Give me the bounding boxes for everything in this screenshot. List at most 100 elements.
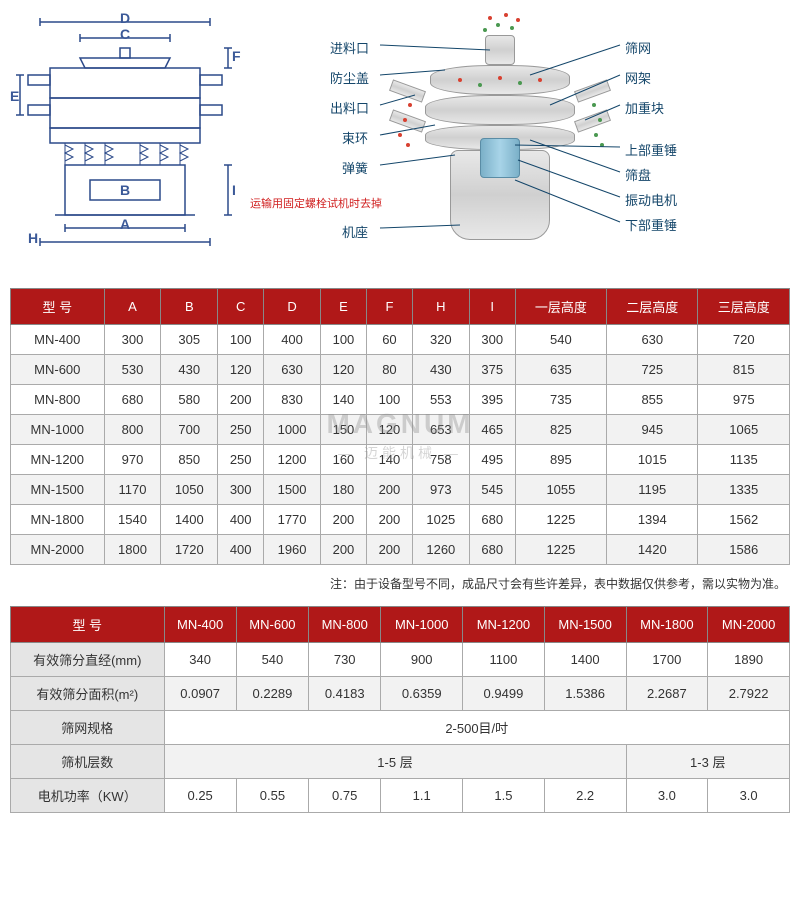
- value-cell: 1.5: [463, 779, 545, 813]
- label-spring: 弹簧: [342, 158, 368, 177]
- label-clamp: 束环: [342, 128, 368, 147]
- value-cell: 2-500目/吋: [164, 711, 790, 745]
- value-cell: 1586: [698, 535, 790, 565]
- value-cell: 0.25: [164, 779, 236, 813]
- value-cell: 830: [264, 385, 321, 415]
- value-cell: 1700: [626, 643, 708, 677]
- value-cell: 1400: [161, 505, 218, 535]
- value-cell: 200: [366, 535, 412, 565]
- label-dustcover: 防尘盖: [330, 68, 369, 87]
- value-cell: 1400: [544, 643, 626, 677]
- value-cell: 100: [366, 385, 412, 415]
- col-header: 型 号: [11, 607, 165, 643]
- value-cell: 495: [469, 445, 515, 475]
- value-cell: 630: [264, 355, 321, 385]
- value-cell: 375: [469, 355, 515, 385]
- value-cell: 395: [469, 385, 515, 415]
- value-cell: 430: [412, 355, 469, 385]
- label-motor: 振动电机: [625, 190, 677, 209]
- value-cell: 400: [218, 535, 264, 565]
- col-header: MN-1000: [381, 607, 463, 643]
- value-cell: 320: [412, 325, 469, 355]
- value-cell: 725: [607, 355, 698, 385]
- value-cell: 758: [412, 445, 469, 475]
- model-cell: MN-2000: [11, 535, 105, 565]
- value-cell: 553: [412, 385, 469, 415]
- label-inlet: 进料口: [330, 38, 369, 57]
- value-cell: 1720: [161, 535, 218, 565]
- value-cell: 975: [698, 385, 790, 415]
- value-cell: 540: [236, 643, 308, 677]
- value-cell: 680: [104, 385, 161, 415]
- col-header: B: [161, 289, 218, 325]
- col-header: MN-1200: [463, 607, 545, 643]
- dim-d: D: [120, 10, 130, 26]
- col-header: 三层高度: [698, 289, 790, 325]
- value-cell: 895: [515, 445, 606, 475]
- value-cell: 1055: [515, 475, 606, 505]
- col-header: MN-400: [164, 607, 236, 643]
- value-cell: 200: [320, 535, 366, 565]
- value-cell: 1170: [104, 475, 161, 505]
- label-screen: 筛网: [625, 38, 651, 57]
- value-cell: 140: [320, 385, 366, 415]
- value-cell: 2.2: [544, 779, 626, 813]
- value-cell: 200: [366, 505, 412, 535]
- value-cell: 1015: [607, 445, 698, 475]
- value-cell: 1225: [515, 505, 606, 535]
- value-cell: 200: [218, 385, 264, 415]
- value-cell: 1-3 层: [626, 745, 790, 779]
- row-label: 有效筛分面积(m²): [11, 677, 165, 711]
- value-cell: 970: [104, 445, 161, 475]
- value-cell: 430: [161, 355, 218, 385]
- value-cell: 630: [607, 325, 698, 355]
- dim-h: H: [28, 230, 38, 246]
- value-cell: 400: [264, 325, 321, 355]
- value-cell: 120: [320, 355, 366, 385]
- value-cell: 700: [161, 415, 218, 445]
- value-cell: 545: [469, 475, 515, 505]
- value-cell: 0.9499: [463, 677, 545, 711]
- tables-section: MAGNUM — 迈能机械 — 型 号ABCDEFHI一层高度二层高度三层高度M…: [0, 288, 800, 813]
- value-cell: 1025: [412, 505, 469, 535]
- col-header: MN-1500: [544, 607, 626, 643]
- value-cell: 800: [104, 415, 161, 445]
- value-cell: 1800: [104, 535, 161, 565]
- value-cell: 1500: [264, 475, 321, 505]
- value-cell: 2.7922: [708, 677, 790, 711]
- value-cell: 0.4183: [309, 677, 381, 711]
- value-cell: 1065: [698, 415, 790, 445]
- value-cell: 140: [366, 445, 412, 475]
- col-header: 型 号: [11, 289, 105, 325]
- value-cell: 1770: [264, 505, 321, 535]
- col-header: D: [264, 289, 321, 325]
- label-base: 机座: [342, 222, 368, 241]
- col-header: C: [218, 289, 264, 325]
- value-cell: 580: [161, 385, 218, 415]
- col-header: A: [104, 289, 161, 325]
- value-cell: 945: [607, 415, 698, 445]
- value-cell: 305: [161, 325, 218, 355]
- value-cell: 0.2289: [236, 677, 308, 711]
- value-cell: 200: [366, 475, 412, 505]
- value-cell: 815: [698, 355, 790, 385]
- value-cell: 300: [469, 325, 515, 355]
- col-header: I: [469, 289, 515, 325]
- value-cell: 100: [320, 325, 366, 355]
- labeled-machine: 进料口 防尘盖 出料口 束环 弹簧 运输用固定螺栓试机时去掉 机座 筛网 网架 …: [250, 10, 790, 270]
- specifications-table: 型 号MN-400MN-600MN-800MN-1000MN-1200MN-15…: [10, 606, 790, 813]
- value-cell: 635: [515, 355, 606, 385]
- model-cell: MN-600: [11, 355, 105, 385]
- value-cell: 0.75: [309, 779, 381, 813]
- value-cell: 850: [161, 445, 218, 475]
- value-cell: 1200: [264, 445, 321, 475]
- value-cell: 825: [515, 415, 606, 445]
- col-header: MN-800: [309, 607, 381, 643]
- row-label: 筛网规格: [11, 711, 165, 745]
- col-header: E: [320, 289, 366, 325]
- value-cell: 855: [607, 385, 698, 415]
- value-cell: 60: [366, 325, 412, 355]
- label-lowerweight: 下部重锤: [625, 215, 677, 234]
- value-cell: 200: [320, 505, 366, 535]
- model-cell: MN-1500: [11, 475, 105, 505]
